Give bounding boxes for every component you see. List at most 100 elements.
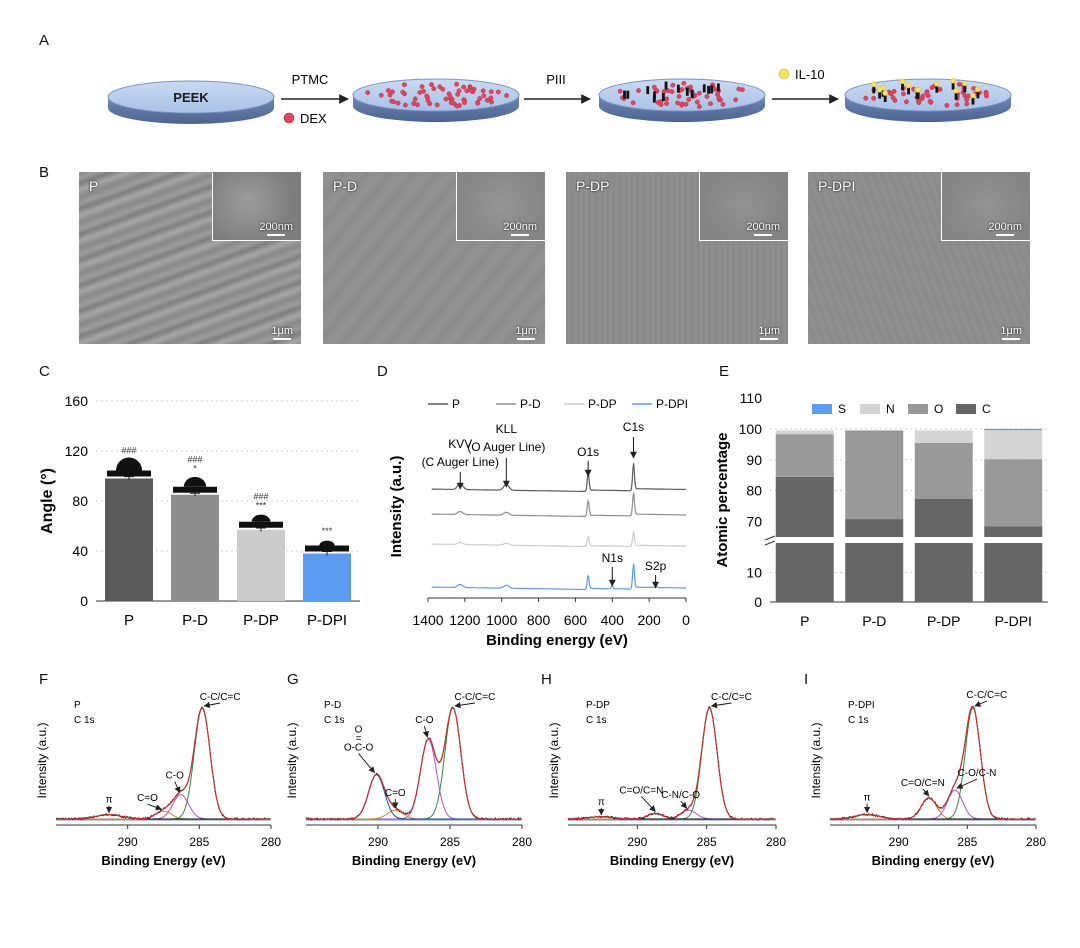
dex-particle <box>385 88 391 93</box>
inset-scale-bar: 200nm <box>503 221 537 236</box>
chart-xps-c1s-p-dp: 290 285 280 Binding Energy (eV) Intensity (a… <box>547 692 786 868</box>
droplet-substrate <box>239 521 283 528</box>
disk-peek: PEEK <box>107 80 275 124</box>
dex-particle <box>927 98 933 104</box>
sem-label-p-dp: P-DP <box>576 178 610 194</box>
panel-label-e: E <box>719 363 730 380</box>
dex-label: DEX <box>300 111 327 126</box>
plasma-pillar <box>935 84 939 93</box>
component-arrow <box>680 800 688 809</box>
legend-swatch <box>812 404 832 414</box>
peak-label: C1s <box>623 420 644 434</box>
x-axis-title: Binding energy (eV) <box>872 853 995 868</box>
sem-label-p-d: P-D <box>333 178 358 194</box>
x-tick-label: 1400 <box>412 612 443 628</box>
plasma-pillar <box>883 94 887 103</box>
component-label: O <box>355 725 363 736</box>
segment-s <box>984 428 1043 431</box>
component-label: C-N/C-O <box>661 790 700 801</box>
il10-particle <box>899 78 906 85</box>
sem-inset-p-dp: 200nm <box>699 172 788 241</box>
x-tick-label: 280 <box>766 835 786 849</box>
x-tick-label: 200 <box>637 612 661 628</box>
il10-particle <box>870 81 877 88</box>
dex-particle <box>424 93 430 99</box>
dex-particle <box>708 101 713 107</box>
segment-c <box>914 499 973 537</box>
x-tick-label: 280 <box>512 835 532 849</box>
x-axis-title: Binding Energy (eV) <box>610 853 734 868</box>
y-tick-label: 0 <box>754 594 762 610</box>
core-level-label: C 1s <box>324 715 345 726</box>
plasma-pillar <box>652 94 656 103</box>
core-level-label: C 1s <box>74 715 95 726</box>
x-tick-label: 285 <box>440 835 460 849</box>
peak-label: N1s <box>602 551 623 565</box>
x-tick-label: 0 <box>682 612 690 628</box>
chart-atomic-percentage: 70 80 90 100 110 0 10 Atomic percentage P P-D P-DP… <box>714 390 1048 629</box>
dex-particle <box>890 95 896 100</box>
segment-n <box>984 429 1043 460</box>
dex-particle <box>461 84 467 90</box>
bar-p <box>105 478 153 601</box>
legend-label: O <box>934 402 943 416</box>
dex-particle <box>477 96 483 101</box>
component-arrow <box>358 753 375 774</box>
x-tick-label: 285 <box>189 835 209 849</box>
segment-c <box>984 543 1043 602</box>
dex-particles <box>365 81 510 109</box>
segment-c <box>914 543 973 602</box>
component-peak <box>306 774 522 820</box>
legend-label: P-D <box>520 397 541 411</box>
dex-particle <box>480 88 486 94</box>
il10-particle <box>950 77 956 84</box>
dex-particle <box>419 84 425 90</box>
plasma-pillar <box>690 89 694 98</box>
axis-break <box>764 535 776 541</box>
component-arrow <box>641 796 656 812</box>
panel-label-d: D <box>377 363 388 380</box>
disk-piii <box>598 78 766 122</box>
y-tick-label: 80 <box>746 483 762 499</box>
segment-n <box>914 430 973 443</box>
disk-ptmc-dex <box>352 78 520 122</box>
main-scale-bar: 1μm <box>758 325 780 340</box>
il10-particle <box>905 82 912 89</box>
dex-particle <box>924 90 930 96</box>
plasma-pillar <box>702 84 706 93</box>
il10-label: IL-10 <box>795 67 825 82</box>
dex-particle <box>412 96 418 102</box>
legend-swatch <box>908 404 928 414</box>
droplet-substrate <box>305 545 349 552</box>
dex-particle <box>681 80 687 86</box>
segment-c <box>775 476 834 537</box>
dex-particle <box>389 98 395 104</box>
x-tick-label: P <box>124 612 134 629</box>
segment-o <box>984 459 1043 527</box>
dex-particle <box>675 100 680 106</box>
dex-particle <box>443 96 449 102</box>
dex-particle <box>462 100 467 105</box>
x-axis-title: Binding energy (eV) <box>486 632 628 649</box>
y-tick-label: 70 <box>746 514 762 530</box>
dex-particle <box>437 84 443 90</box>
x-tick-label: 280 <box>1026 835 1046 849</box>
panel-label-g: G <box>287 671 299 688</box>
axis-break <box>764 540 776 546</box>
plasma-pillar <box>907 86 910 95</box>
dex-particle <box>971 85 976 91</box>
x-tick-label: 285 <box>957 835 977 849</box>
droplet <box>116 457 142 471</box>
plasma-pillar <box>872 85 876 94</box>
dex-legend-dot <box>283 112 295 124</box>
dex-particle <box>920 93 926 99</box>
dex-particle <box>365 90 371 95</box>
legend-label: N <box>886 402 895 416</box>
dex-particle <box>489 99 494 105</box>
il10-particle <box>970 92 976 99</box>
dex-particle <box>954 102 960 108</box>
x-tick-label: 290 <box>627 835 647 849</box>
fitted-envelope <box>306 706 522 820</box>
dex-particle <box>378 92 384 98</box>
